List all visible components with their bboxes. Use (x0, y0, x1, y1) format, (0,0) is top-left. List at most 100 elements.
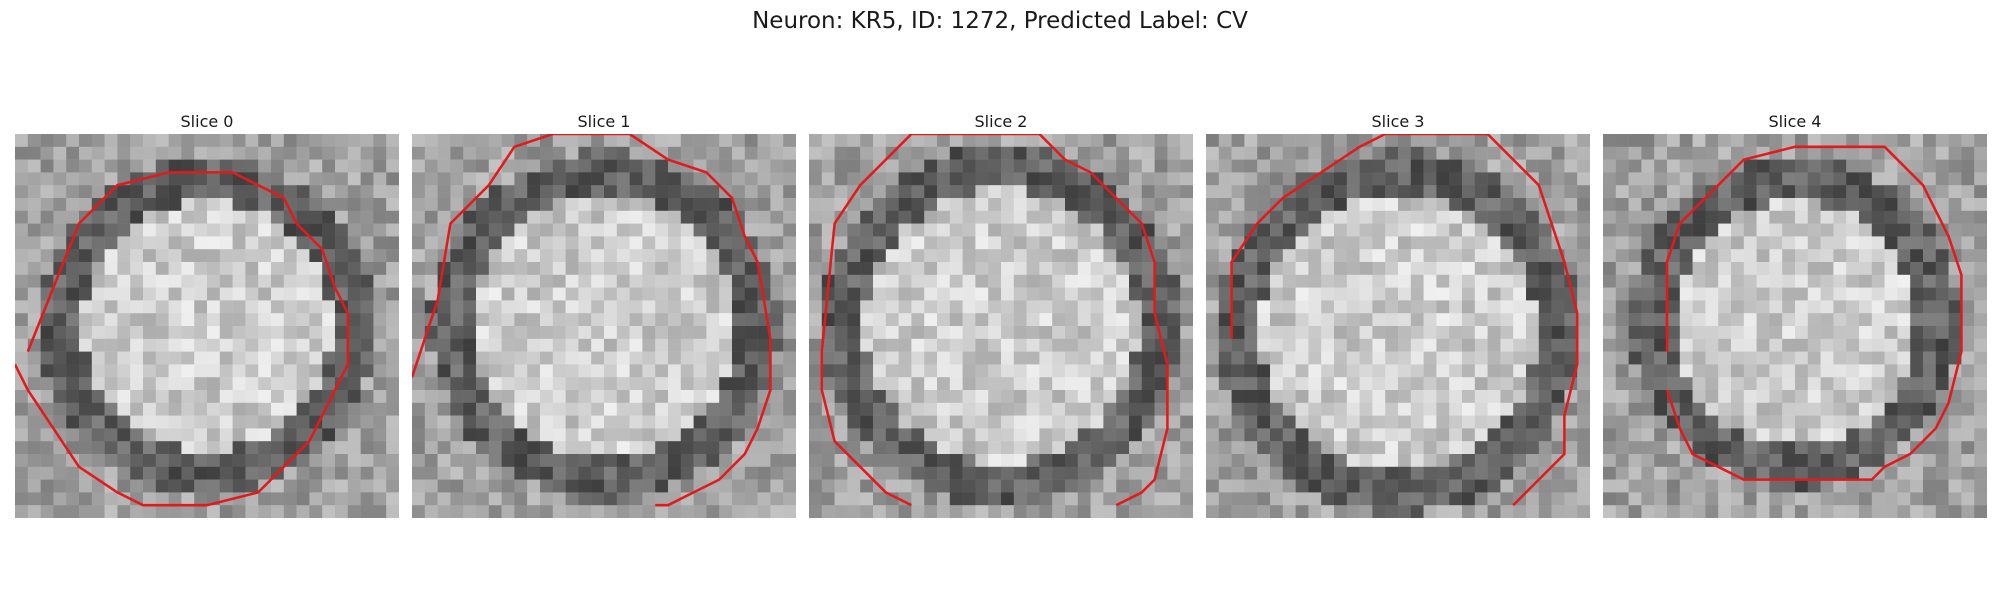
image-pixel (1372, 402, 1386, 416)
image-pixel (1948, 402, 1962, 416)
image-pixel (155, 146, 169, 160)
image-pixel (1321, 492, 1335, 506)
image-pixel (1923, 249, 1937, 263)
image-pixel (143, 249, 157, 263)
image-pixel (360, 287, 374, 301)
image-pixel (79, 505, 93, 518)
image-pixel (412, 210, 426, 224)
image-pixel (949, 415, 963, 429)
image-pixel (1935, 390, 1949, 404)
image-pixel (117, 198, 131, 212)
image-pixel (770, 415, 784, 429)
image-pixel (1871, 300, 1885, 314)
image-pixel (1385, 377, 1399, 391)
image-pixel (604, 172, 618, 186)
image-pixel (1244, 287, 1258, 301)
image-pixel (1282, 479, 1296, 493)
image-pixel (1167, 198, 1181, 212)
image-pixel (1090, 300, 1104, 314)
image-pixel (873, 415, 887, 429)
image-pixel (1756, 377, 1770, 391)
image-pixel (629, 146, 643, 160)
image-pixel (1795, 274, 1809, 288)
image-pixel (1474, 172, 1488, 186)
image-pixel (386, 185, 399, 199)
image-pixel (1372, 236, 1386, 250)
image-pixel (1743, 326, 1757, 340)
image-pixel (1372, 300, 1386, 314)
image-pixel (335, 377, 349, 391)
image-pixel (1603, 287, 1617, 301)
image-pixel (271, 300, 285, 314)
image-pixel (642, 185, 656, 199)
image-pixel (668, 172, 682, 186)
image-pixel (66, 274, 80, 288)
image-pixel (245, 262, 259, 276)
image-pixel (1410, 134, 1424, 148)
image-pixel (194, 262, 208, 276)
image-pixel (335, 338, 349, 352)
image-pixel (937, 466, 951, 480)
image-pixel (207, 454, 221, 468)
image-pixel (540, 249, 554, 263)
image-pixel (335, 466, 349, 480)
image-pixel (1129, 223, 1143, 237)
image-pixel (514, 210, 528, 224)
image-pixel (1026, 236, 1040, 250)
image-pixel (1859, 326, 1873, 340)
image-pixel (1782, 415, 1796, 429)
image-pixel (1103, 338, 1117, 352)
image-pixel (642, 428, 656, 442)
image-pixel (1206, 210, 1220, 224)
image-pixel (271, 223, 285, 237)
image-pixel (809, 198, 823, 212)
image-pixel (1935, 492, 1949, 506)
image-pixel (1654, 146, 1668, 160)
image-pixel (1103, 287, 1117, 301)
image-pixel (565, 402, 579, 416)
image-pixel (424, 454, 438, 468)
image-pixel (1769, 134, 1783, 148)
image-pixel (1782, 313, 1796, 327)
image-pixel (27, 364, 41, 378)
image-pixel (1538, 262, 1552, 276)
image-pixel (168, 146, 182, 160)
image-pixel (1052, 236, 1066, 250)
image-pixel (1141, 313, 1155, 327)
image-pixel (783, 223, 796, 237)
image-pixel (680, 466, 694, 480)
image-pixel (1244, 390, 1258, 404)
image-pixel (706, 210, 720, 224)
image-pixel (155, 223, 169, 237)
image-pixel (1103, 236, 1117, 250)
image-pixel (706, 492, 720, 506)
image-pixel (527, 441, 541, 455)
image-pixel (91, 185, 105, 199)
image-pixel (1001, 210, 1015, 224)
image-pixel (219, 134, 233, 148)
image-pixel (591, 326, 605, 340)
image-pixel (1538, 223, 1552, 237)
image-pixel (616, 415, 630, 429)
image-pixel (1129, 146, 1143, 160)
image-pixel (1372, 198, 1386, 212)
image-pixel (975, 198, 989, 212)
image-pixel (1577, 428, 1590, 442)
image-pixel (949, 454, 963, 468)
image-pixel (1910, 134, 1924, 148)
image-pixel (924, 313, 938, 327)
image-pixel (1295, 159, 1309, 173)
image-pixel (1321, 441, 1335, 455)
image-pixel (1538, 338, 1552, 352)
image-pixel (552, 377, 566, 391)
image-pixel (1436, 313, 1450, 327)
image-pixel (1500, 390, 1514, 404)
image-pixel (1295, 249, 1309, 263)
image-pixel (949, 249, 963, 263)
image-pixel (66, 146, 80, 160)
image-pixel (629, 172, 643, 186)
image-pixel (1129, 441, 1143, 455)
image-pixel (271, 402, 285, 416)
image-pixel (1577, 249, 1590, 263)
image-pixel (809, 338, 823, 352)
